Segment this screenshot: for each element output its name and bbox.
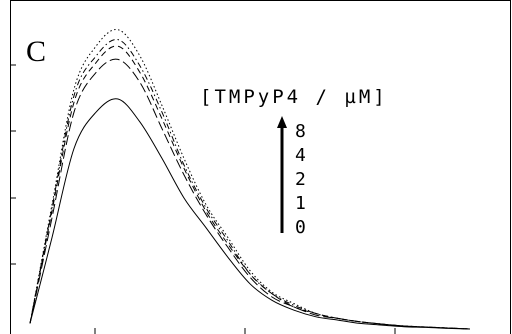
legend-title: [TMPyP4 / µM] <box>200 86 388 108</box>
legend-level-8: 8 <box>295 121 306 142</box>
series-lines <box>29 29 471 330</box>
legend-level-2: 2 <box>295 169 306 190</box>
axis-ticks <box>10 64 396 334</box>
legend-levels: 8 4 2 1 0 <box>295 121 306 238</box>
legend-level-0: 0 <box>295 217 306 238</box>
legend-level-1: 1 <box>295 193 306 214</box>
legend-level-4: 4 <box>295 145 306 166</box>
plot-frame <box>10 0 511 334</box>
series-line-0 <box>29 98 471 330</box>
series-line-8 <box>29 29 471 330</box>
series-line-4 <box>29 38 471 330</box>
panel-label: C <box>26 35 46 68</box>
concentration-arrow <box>277 116 287 233</box>
